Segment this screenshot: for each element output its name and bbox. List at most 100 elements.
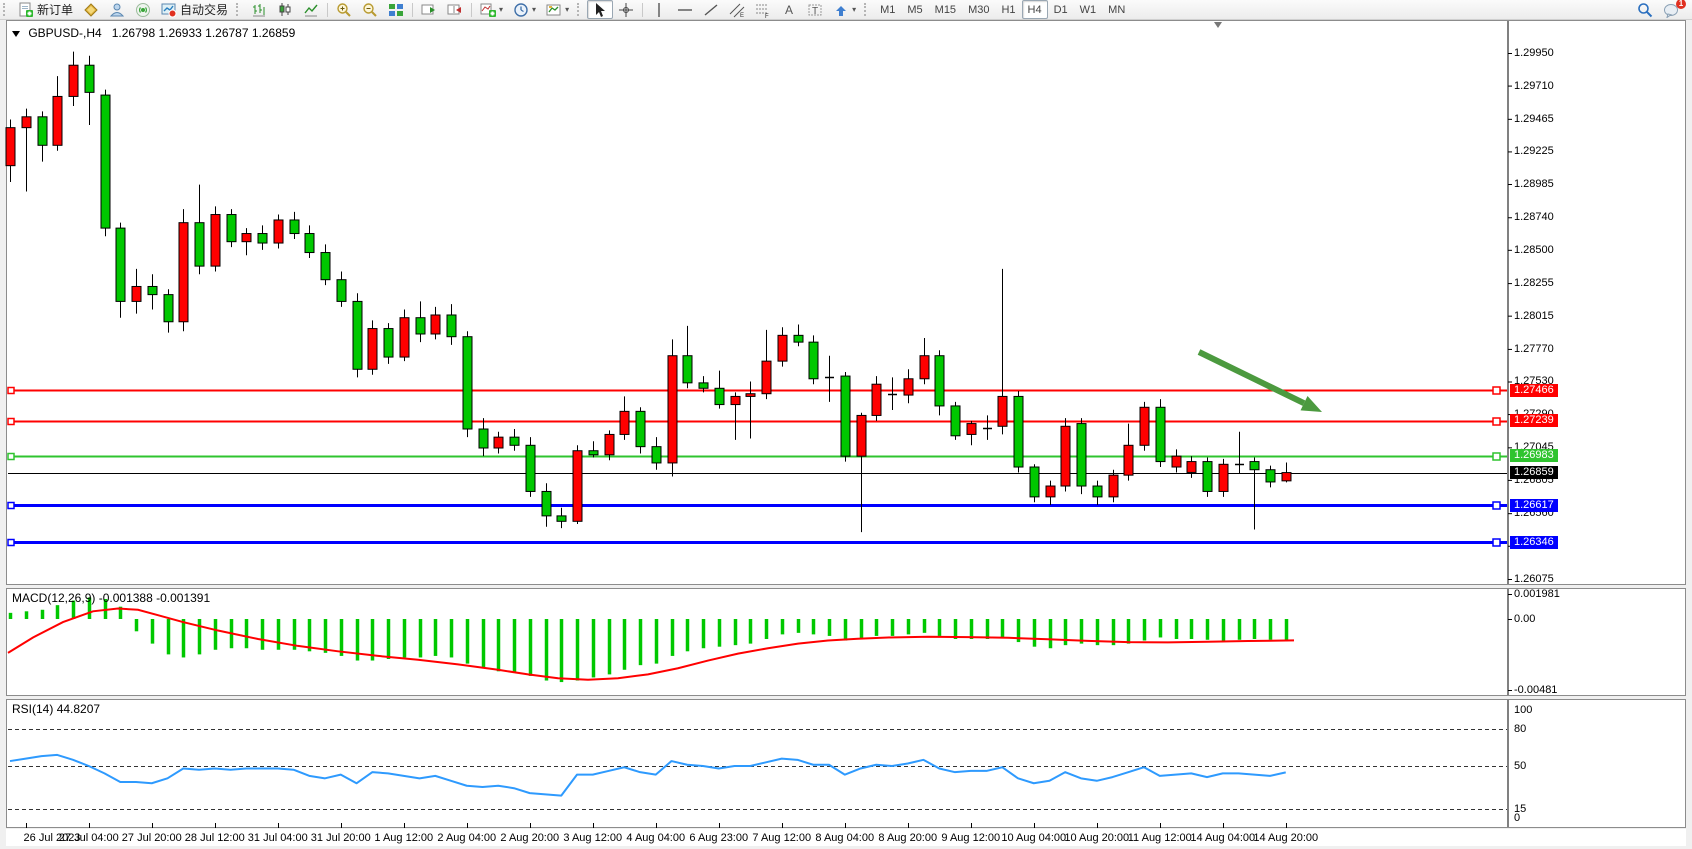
hline-handle[interactable]: [1492, 417, 1501, 426]
text-icon: A: [781, 2, 797, 18]
zoom-in-button[interactable]: [331, 0, 357, 19]
cursor-button[interactable]: [587, 0, 614, 19]
annotation-arrow-head[interactable]: [1300, 396, 1322, 412]
rsi-panel[interactable]: [6, 699, 1686, 828]
new-order-button[interactable]: 新订单: [13, 0, 78, 19]
candle-body-up: [399, 317, 410, 358]
price-line-tag[interactable]: 1.26617: [1510, 498, 1558, 512]
candle-body-down: [541, 490, 552, 517]
search-button[interactable]: [1632, 0, 1658, 19]
time-axis-label: 14 Aug 20:00: [1253, 832, 1319, 844]
market-watch-button[interactable]: [78, 0, 104, 19]
horizontal-line-button[interactable]: [672, 0, 698, 19]
bar-chart-button[interactable]: [246, 0, 272, 19]
time-axis-label: 10 Aug 04:00: [1001, 832, 1067, 844]
timeframe-button-M30[interactable]: M30: [968, 3, 990, 16]
price-line-tag[interactable]: 1.26859: [1510, 466, 1558, 480]
crosshair-button[interactable]: [613, 0, 639, 19]
price-line-tag[interactable]: 1.27466: [1510, 383, 1558, 397]
line-chart-button[interactable]: [298, 0, 324, 19]
timeframe-button-H1[interactable]: H1: [1001, 3, 1016, 16]
arrows-button[interactable]: ▾: [828, 0, 861, 19]
time-axis-label: 1 Aug 12:00: [374, 832, 434, 844]
hline-handle[interactable]: [1492, 452, 1501, 461]
time-axis-label: 3 Aug 12:00: [563, 832, 623, 844]
annotation-arrow[interactable]: [1197, 349, 1306, 406]
candle-body-up: [572, 450, 583, 522]
tile-windows-button[interactable]: [383, 0, 409, 19]
chart-shift-marker[interactable]: [1214, 22, 1222, 28]
candlestick-chart-button[interactable]: [272, 0, 298, 19]
auto-scroll-icon: [421, 2, 437, 18]
hline-handle[interactable]: [7, 386, 15, 395]
hline-handle[interactable]: [7, 501, 15, 510]
autotrading-button[interactable]: 自动交易: [156, 0, 233, 19]
time-axis-label: 10 Aug 20:00: [1064, 832, 1130, 844]
timeframe-button-MN[interactable]: MN: [1108, 3, 1126, 16]
candle-body-down: [556, 515, 567, 522]
indicators-button[interactable]: ▾: [475, 0, 508, 19]
timeframe-button-D1[interactable]: D1: [1053, 3, 1068, 16]
time-axis-label: 8 Aug 20:00: [878, 832, 938, 844]
time-axis-label: 9 Aug 12:00: [941, 832, 1001, 844]
candle-body-up: [1171, 455, 1182, 468]
equidistant-channel-button[interactable]: E: [724, 0, 750, 19]
candle-body-down: [478, 428, 489, 449]
time-axis[interactable]: [6, 829, 1686, 846]
candle-body-down: [100, 94, 111, 229]
vertical-line-button[interactable]: [646, 0, 672, 19]
text-label-button[interactable]: T: [802, 0, 828, 19]
candle-body-down: [934, 355, 945, 407]
candle-body-up: [604, 433, 615, 456]
text-button[interactable]: A: [776, 0, 802, 19]
hline-handle[interactable]: [1492, 538, 1501, 547]
chart-panel[interactable]: [6, 20, 1686, 585]
price-line-tag[interactable]: 1.26346: [1510, 535, 1558, 549]
templates-button[interactable]: ▾: [541, 0, 574, 19]
candle-body-up: [1218, 463, 1229, 492]
timeframe-button-H4[interactable]: H4: [1021, 0, 1048, 19]
candle-body-down: [714, 387, 725, 406]
zoom-out-button[interactable]: [357, 0, 383, 19]
timeframe-button-W1[interactable]: W1: [1079, 3, 1097, 16]
macd-axis-label: -0.00481: [1514, 684, 1558, 696]
candle-body-up: [903, 378, 914, 396]
price-line-tag[interactable]: 1.27239: [1510, 414, 1558, 428]
candle-body-down: [698, 382, 709, 389]
bar-chart-icon: [251, 2, 267, 18]
periods-button[interactable]: ▾: [508, 0, 541, 19]
candle-body-down: [793, 334, 804, 343]
price-tick-label: 1.29225: [1514, 145, 1554, 158]
hline-handle[interactable]: [7, 538, 15, 547]
chart-collapse-icon[interactable]: [12, 31, 20, 37]
candlestick-chart-icon: [277, 2, 293, 18]
periods-clock-icon: [513, 2, 529, 18]
signals-button[interactable]: [130, 0, 156, 19]
notifications-button[interactable]: 1: [1658, 0, 1686, 19]
fibonacci-button[interactable]: F: [750, 0, 776, 19]
autotrading-label: 自动交易: [180, 3, 229, 17]
timeframe-button-M1[interactable]: M1: [880, 3, 896, 16]
trendline-button[interactable]: [698, 0, 724, 19]
svg-text:F: F: [765, 14, 769, 18]
timeframe-button-M15[interactable]: M15: [934, 3, 957, 16]
navigator-button[interactable]: [104, 0, 130, 19]
chart-shift-button[interactable]: [442, 0, 468, 19]
macd-panel[interactable]: [6, 588, 1686, 696]
navigator-icon: [109, 2, 125, 18]
signals-icon: [135, 2, 151, 18]
trendline-icon: [703, 2, 719, 18]
time-axis-label: 31 Jul 20:00: [310, 832, 371, 844]
time-axis-label: 27 Jul 04:00: [58, 832, 119, 844]
price-line-tag[interactable]: 1.26983: [1510, 449, 1558, 463]
hline-handle[interactable]: [7, 417, 15, 426]
auto-scroll-button[interactable]: [416, 0, 442, 19]
hline-handle[interactable]: [7, 452, 15, 461]
svg-text:A: A: [785, 3, 793, 17]
candle-body-down: [257, 233, 268, 244]
timeframe-button-M5[interactable]: M5: [907, 3, 923, 16]
hline-handle[interactable]: [1492, 386, 1501, 395]
macd-axis-label: 0.001981: [1514, 588, 1560, 600]
hline-handle[interactable]: [1492, 501, 1501, 510]
